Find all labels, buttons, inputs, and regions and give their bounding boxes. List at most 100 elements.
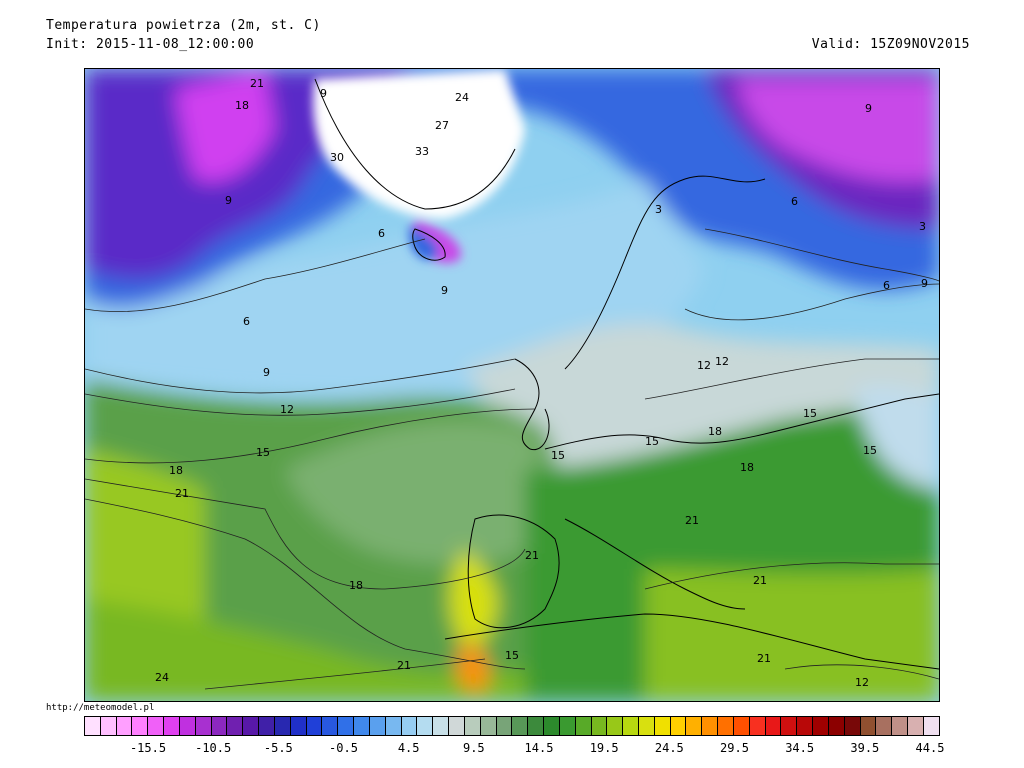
color-scale-segment: [670, 717, 687, 735]
contour-label: 15: [505, 649, 519, 662]
color-scale-segment: [164, 717, 180, 735]
contour-label: 9: [263, 366, 270, 379]
color-scale-segment: [401, 717, 418, 735]
map-canvas: 21 18 9 24 27 30 33 9 9 6 9 3 6 12 12 3 …: [85, 69, 939, 701]
contour-label: 9: [225, 194, 232, 207]
color-scale-segment: [179, 717, 196, 735]
color-scale-segment: [813, 717, 829, 735]
valid-time: Valid: 15Z09NOV2015: [811, 37, 970, 52]
color-scale-segment: [433, 717, 450, 735]
color-scale-segment: [749, 717, 766, 735]
color-scale-segment: [338, 717, 355, 735]
color-scale-segment: [781, 717, 798, 735]
color-scale-segment: [100, 717, 117, 735]
color-scale-segment: [148, 717, 165, 735]
temperature-field: [85, 69, 939, 701]
init-time: Init: 2015-11-08_12:00:00: [46, 37, 255, 52]
color-scale-segment: [417, 717, 434, 735]
contour-label: 9: [865, 102, 872, 115]
contour-label: 6: [378, 227, 385, 240]
color-scale-tick-label: -5.5: [263, 741, 293, 755]
contour-label: 21: [397, 659, 411, 672]
contour-label: 9: [441, 284, 448, 297]
color-scale-bar: [84, 716, 940, 736]
color-scale-tick-label: 14.5: [524, 741, 554, 755]
contour-label: 21: [753, 574, 767, 587]
contour-label: 12: [855, 676, 869, 689]
source-url: http://meteomodel.pl: [46, 703, 155, 713]
color-scale-segment: [449, 717, 465, 735]
color-scale-segment: [638, 717, 655, 735]
contour-label: 12: [715, 355, 729, 368]
color-scale-segment: [195, 717, 212, 735]
contour-label: 30: [330, 151, 344, 164]
color-scale-segment: [322, 717, 339, 735]
contour-label: 33: [415, 145, 429, 158]
color-scale-segment: [354, 717, 370, 735]
color-scale-segment: [908, 717, 924, 735]
contour-label: 15: [803, 407, 817, 420]
contour-label: 6: [791, 195, 798, 208]
color-scale-tick-label: -15.5: [129, 741, 167, 755]
color-scale-segment: [132, 717, 149, 735]
contour-label: 12: [280, 403, 294, 416]
contour-label: 6: [883, 279, 890, 292]
color-scale-tick-label: 24.5: [654, 741, 684, 755]
contour-label: 27: [435, 119, 449, 132]
color-scale-tick-label: -10.5: [195, 741, 232, 755]
color-scale-segment: [116, 717, 133, 735]
contour-label: 18: [169, 464, 183, 477]
contour-label: 24: [155, 671, 169, 684]
color-scale-segment: [496, 717, 513, 735]
color-scale-segment: [844, 717, 861, 735]
contour-label: 3: [919, 220, 926, 233]
contour-label: 21: [175, 487, 189, 500]
map-title: Temperatura powietrza (2m, st. C): [46, 18, 321, 33]
color-scale-segment: [591, 717, 608, 735]
color-scale-segment: [623, 717, 639, 735]
contour-label: 18: [349, 579, 363, 592]
contour-label: 9: [320, 87, 327, 100]
contour-label: 18: [708, 425, 722, 438]
color-scale-tick-label: 39.5: [850, 741, 880, 755]
color-scale-tick-label: 4.5: [397, 741, 420, 755]
contour-label: 6: [243, 315, 250, 328]
color-scale-segment: [369, 717, 386, 735]
color-scale-segment: [211, 717, 228, 735]
contour-label: 21: [685, 514, 699, 527]
contour-label: 9: [921, 277, 928, 290]
color-scale-segment: [274, 717, 291, 735]
temperature-map: 21 18 9 24 27 30 33 9 9 6 9 3 6 12 12 3 …: [84, 68, 940, 702]
color-scale-segment: [797, 717, 814, 735]
contour-label: 21: [250, 77, 264, 90]
contour-label: 15: [256, 446, 270, 459]
color-scale-segment: [718, 717, 734, 735]
contour-label: 15: [863, 444, 877, 457]
color-scale-segment: [227, 717, 244, 735]
color-scale-tick-label: -0.5: [329, 741, 358, 755]
color-scale-segment: [464, 717, 481, 735]
color-scale-tick-label: 29.5: [720, 741, 749, 755]
color-scale-segment: [512, 717, 529, 735]
contour-labels: 21 18 9 24 27 30 33 9 9 6 9 3 6 12 12 3 …: [155, 77, 928, 689]
color-scale-segment: [607, 717, 624, 735]
color-scale-tick-label: 19.5: [589, 741, 619, 755]
color-scale-segment: [733, 717, 750, 735]
contour-label: 15: [551, 449, 565, 462]
contour-label: 12: [697, 359, 711, 372]
contour-label: 18: [740, 461, 754, 474]
color-scale-segment: [243, 717, 260, 735]
color-scale-tick-label: 34.5: [785, 741, 815, 755]
color-scale-segment: [702, 717, 719, 735]
color-scale-segment: [480, 717, 497, 735]
color-scale-segment: [528, 717, 545, 735]
contour-label: 18: [235, 99, 249, 112]
color-scale-segment: [860, 717, 877, 735]
contour-label: 24: [455, 91, 469, 104]
color-scale-segment: [686, 717, 703, 735]
color-scale-segment: [654, 717, 671, 735]
color-scale-segment: [923, 717, 939, 735]
color-scale-segment: [828, 717, 845, 735]
color-scale-segment: [259, 717, 275, 735]
contour-label: 21: [757, 652, 771, 665]
